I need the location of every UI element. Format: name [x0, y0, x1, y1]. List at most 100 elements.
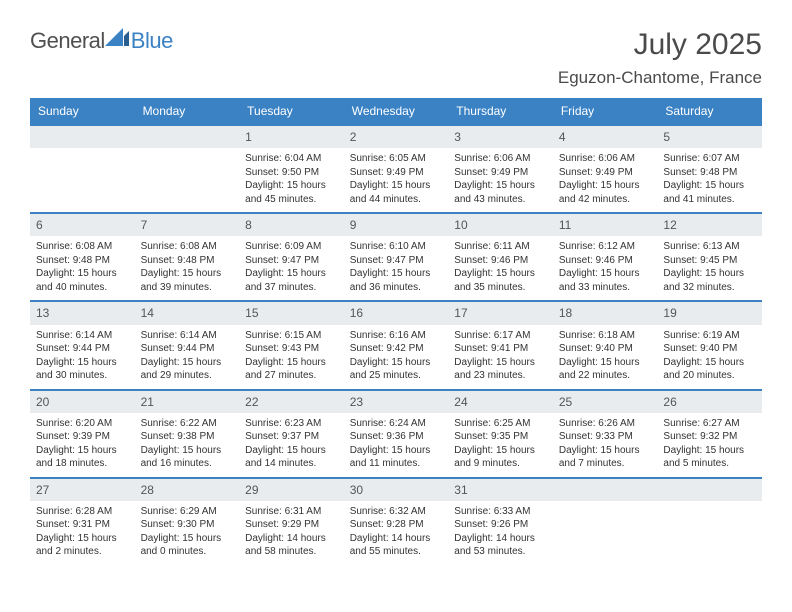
- week-row: 13 Sunrise: 6:14 AMSunset: 9:44 PM Dayligh…: [30, 300, 762, 388]
- sunrise-line: Sunrise: 6:19 AM: [663, 329, 756, 343]
- sunset-line: Sunset: 9:33 PM: [559, 430, 652, 444]
- day-number: 22: [239, 391, 344, 413]
- day-cell: 8Sunrise: 6:09 AMSunset: 9:47 PMDaylight…: [239, 214, 344, 300]
- day-cell: 4Sunrise: 6:06 AMSunset: 9:49 PMDaylight…: [553, 126, 658, 212]
- day-cell: 10Sunrise: 6:11 AMSunset: 9:46 PMDayligh…: [448, 214, 553, 300]
- sunset-line: Sunset: 9:42 PM: [350, 342, 443, 356]
- daylight-line-1: Daylight: 15 hours: [350, 356, 443, 370]
- sunrise-line: Sunrise: 6:13 AM: [663, 240, 756, 254]
- sunset-line: Sunset: 9:49 PM: [454, 166, 547, 180]
- sunset-line: Sunset: 9:35 PM: [454, 430, 547, 444]
- day-number: 27: [30, 479, 135, 501]
- daylight-line-1: Daylight: 15 hours: [454, 179, 547, 193]
- day-cell: 6Sunrise: 6:08 AMSunset: 9:48 PMDaylight…: [30, 214, 135, 300]
- daylight-line-1: Daylight: 14 hours: [350, 532, 443, 546]
- sunrise-line: Sunrise: 6:06 AM: [454, 152, 547, 166]
- sunset-line: Sunset: 9:47 PM: [350, 254, 443, 268]
- daylight-line-2: and 53 minutes.: [454, 545, 547, 559]
- daylight-line-1: Daylight: 15 hours: [36, 356, 129, 370]
- day-cell: 23Sunrise: 6:24 AMSunset: 9:36 PMDayligh…: [344, 391, 449, 477]
- day-number: 10: [448, 214, 553, 236]
- daylight-line-1: Daylight: 15 hours: [663, 267, 756, 281]
- sunset-line: Sunset: 9:31 PM: [36, 518, 129, 532]
- week-row: 20Sunrise: 6:20 AMSunset: 9:39 PMDayligh…: [30, 389, 762, 477]
- day-cell: 29Sunrise: 6:31 AMSunset: 9:29 PMDayligh…: [239, 479, 344, 565]
- sunset-line: Sunset: 9:45 PM: [663, 254, 756, 268]
- sunset-line: Sunset: 9:48 PM: [141, 254, 234, 268]
- daylight-line-1: Daylight: 15 hours: [36, 444, 129, 458]
- day-number: 31: [448, 479, 553, 501]
- daylight-line-1: Daylight: 15 hours: [454, 444, 547, 458]
- dayhead-wednesday: Wednesday: [344, 98, 449, 124]
- sunrise-line: Sunrise: 6:09 AM: [245, 240, 338, 254]
- daylight-line-2: and 22 minutes.: [559, 369, 652, 383]
- title-block: July 2025 Eguzon-Chantome, France: [558, 28, 762, 88]
- day-number: 28: [135, 479, 240, 501]
- sunrise-line: Sunrise: 6:15 AM: [245, 329, 338, 343]
- daylight-line-1: Daylight: 14 hours: [245, 532, 338, 546]
- day-number: 9: [344, 214, 449, 236]
- month-title: July 2025: [558, 28, 762, 62]
- sunset-line: Sunset: 9:50 PM: [245, 166, 338, 180]
- sunrise-line: Sunrise: 6:25 AM: [454, 417, 547, 431]
- sunrise-line: Sunrise: 6:04 AM: [245, 152, 338, 166]
- sunset-line: Sunset: 9:49 PM: [350, 166, 443, 180]
- day-cell: 22Sunrise: 6:23 AMSunset: 9:37 PMDayligh…: [239, 391, 344, 477]
- sunset-line: Sunset: 9:30 PM: [141, 518, 234, 532]
- daylight-line-2: and 33 minutes.: [559, 281, 652, 295]
- daylight-line-1: Daylight: 15 hours: [245, 267, 338, 281]
- sunset-line: Sunset: 9:43 PM: [245, 342, 338, 356]
- day-number: 11: [553, 214, 658, 236]
- sunrise-line: Sunrise: 6:14 AM: [141, 329, 234, 343]
- sunset-line: Sunset: 9:40 PM: [663, 342, 756, 356]
- logo-triangle-icon: [105, 28, 129, 46]
- sunrise-line: Sunrise: 6:32 AM: [350, 505, 443, 519]
- day-cell: 24Sunrise: 6:25 AMSunset: 9:35 PMDayligh…: [448, 391, 553, 477]
- day-cell: 25Sunrise: 6:26 AMSunset: 9:33 PMDayligh…: [553, 391, 658, 477]
- daylight-line-2: and 27 minutes.: [245, 369, 338, 383]
- dayhead-sunday: Sunday: [30, 98, 135, 124]
- day-number: 26: [657, 391, 762, 413]
- day-cell: 11Sunrise: 6:12 AMSunset: 9:46 PMDayligh…: [553, 214, 658, 300]
- daylight-line-1: Daylight: 15 hours: [559, 444, 652, 458]
- dayhead-friday: Friday: [553, 98, 658, 124]
- sunset-line: Sunset: 9:46 PM: [454, 254, 547, 268]
- daylight-line-2: and 39 minutes.: [141, 281, 234, 295]
- sunrise-line: Sunrise: 6:06 AM: [559, 152, 652, 166]
- daylight-line-2: and 18 minutes.: [36, 457, 129, 471]
- daylight-line-1: Daylight: 15 hours: [454, 267, 547, 281]
- sunset-line: Sunset: 9:28 PM: [350, 518, 443, 532]
- daylight-line-2: and 45 minutes.: [245, 193, 338, 207]
- day-cell: 15Sunrise: 6:15 AMSunset: 9:43 PMDayligh…: [239, 302, 344, 388]
- sunset-line: Sunset: 9:44 PM: [141, 342, 234, 356]
- empty-day-number: [553, 479, 658, 501]
- empty-day-number: [657, 479, 762, 501]
- day-number: 13: [30, 302, 135, 324]
- day-number: 3: [448, 126, 553, 148]
- daylight-line-2: and 11 minutes.: [350, 457, 443, 471]
- day-number: 23: [344, 391, 449, 413]
- day-number: 14: [135, 302, 240, 324]
- sunrise-line: Sunrise: 6:05 AM: [350, 152, 443, 166]
- day-number: 20: [30, 391, 135, 413]
- day-cell: 21Sunrise: 6:22 AMSunset: 9:38 PMDayligh…: [135, 391, 240, 477]
- day-cell: 12Sunrise: 6:13 AMSunset: 9:45 PMDayligh…: [657, 214, 762, 300]
- sunset-line: Sunset: 9:39 PM: [36, 430, 129, 444]
- sunset-line: Sunset: 9:32 PM: [663, 430, 756, 444]
- sunrise-line: Sunrise: 6:29 AM: [141, 505, 234, 519]
- week-row: 1 Sunrise: 6:04 AMSunset: 9:50 PM Daylight…: [30, 124, 762, 212]
- daylight-line-1: Daylight: 15 hours: [559, 356, 652, 370]
- sunrise-line: Sunrise: 6:24 AM: [350, 417, 443, 431]
- day-cell: 3 Sunrise: 6:06 AMSunset: 9:49 PMDaylight…: [448, 126, 553, 212]
- day-cell: 20Sunrise: 6:20 AMSunset: 9:39 PMDayligh…: [30, 391, 135, 477]
- daylight-line-2: and 20 minutes.: [663, 369, 756, 383]
- sunrise-line: Sunrise: 6:12 AM: [559, 240, 652, 254]
- daylight-line-1: Daylight: 15 hours: [663, 179, 756, 193]
- daylight-line-2: and 25 minutes.: [350, 369, 443, 383]
- day-number: 21: [135, 391, 240, 413]
- daylight-line-2: and 9 minutes.: [454, 457, 547, 471]
- day-number: 1: [239, 126, 344, 148]
- sunrise-line: Sunrise: 6:10 AM: [350, 240, 443, 254]
- day-cell: 30Sunrise: 6:32 AMSunset: 9:28 PMDayligh…: [344, 479, 449, 565]
- day-number: 15: [239, 302, 344, 324]
